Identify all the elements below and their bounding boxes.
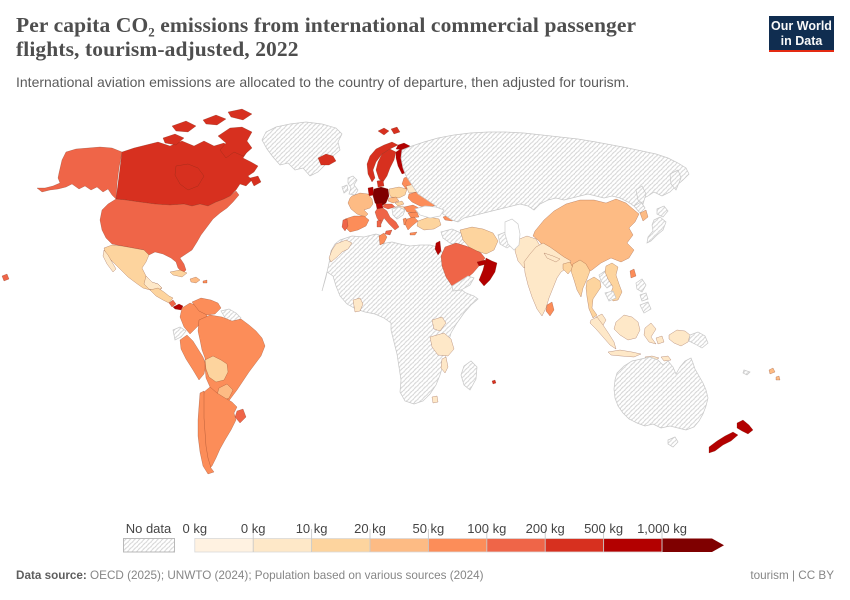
svg-text:10 kg: 10 kg: [296, 521, 328, 536]
svg-text:0 kg: 0 kg: [183, 521, 208, 536]
svg-text:No data: No data: [126, 521, 172, 536]
svg-text:100 kg: 100 kg: [467, 521, 506, 536]
svg-text:200 kg: 200 kg: [526, 521, 565, 536]
svg-text:500 kg: 500 kg: [584, 521, 623, 536]
svg-text:0 kg: 0 kg: [241, 521, 266, 536]
svg-text:50 kg: 50 kg: [412, 521, 444, 536]
svg-text:20 kg: 20 kg: [354, 521, 386, 536]
svg-text:1,000 kg: 1,000 kg: [637, 521, 687, 536]
